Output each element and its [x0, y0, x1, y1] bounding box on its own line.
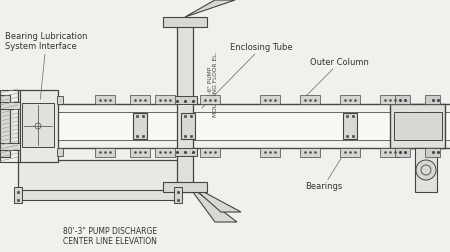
Bar	[380, 148, 400, 157]
Bar	[260, 148, 280, 157]
Bar	[130, 148, 150, 157]
Bar	[163, 182, 207, 192]
Circle shape	[416, 160, 436, 180]
Bar	[173, 96, 197, 104]
Bar	[177, 20, 193, 192]
Bar	[18, 160, 178, 192]
Bar	[390, 104, 445, 148]
Bar	[22, 103, 54, 147]
Text: Bearings: Bearings	[305, 154, 343, 191]
Bar	[340, 148, 360, 157]
Bar	[18, 190, 178, 200]
Polygon shape	[187, 184, 237, 222]
Bar	[0, 100, 10, 152]
Bar	[0, 100, 10, 152]
Bar	[0, 95, 10, 157]
Bar	[58, 104, 450, 148]
Bar	[155, 148, 175, 157]
Bar	[163, 17, 207, 27]
Bar	[300, 95, 320, 104]
Bar	[0, 102, 20, 109]
Bar	[181, 113, 195, 139]
Text: Outer Column: Outer Column	[302, 58, 369, 100]
Bar	[133, 113, 147, 139]
Bar	[95, 148, 115, 157]
Bar	[130, 95, 150, 104]
Bar	[57, 148, 63, 156]
Bar	[200, 95, 220, 104]
Bar	[174, 187, 182, 203]
Text: 77'-6" PUMP
MOUNTING FLOOR EL.: 77'-6" PUMP MOUNTING FLOOR EL.	[207, 52, 218, 117]
Bar	[260, 95, 280, 104]
Bar	[300, 148, 320, 157]
Polygon shape	[189, 184, 241, 212]
Text: CENTER LINE ELEVATION: CENTER LINE ELEVATION	[63, 237, 157, 246]
Bar	[343, 113, 357, 139]
Bar	[415, 148, 437, 192]
Bar	[380, 95, 400, 104]
Bar	[173, 148, 197, 156]
Text: 80'-3" PUMP DISCHARGE: 80'-3" PUMP DISCHARGE	[63, 228, 157, 236]
Bar	[57, 96, 63, 104]
Polygon shape	[185, 0, 235, 17]
Bar	[340, 95, 360, 104]
Text: Enclosing Tube: Enclosing Tube	[202, 43, 292, 108]
Bar	[200, 148, 220, 157]
Bar	[394, 112, 442, 140]
Bar	[425, 95, 440, 104]
Bar	[395, 148, 410, 157]
Bar	[18, 90, 58, 162]
Bar	[0, 90, 20, 162]
Bar	[58, 112, 450, 140]
Bar	[10, 105, 18, 147]
Bar	[95, 95, 115, 104]
Bar	[155, 95, 175, 104]
Bar	[14, 187, 22, 203]
Bar	[425, 148, 440, 157]
Bar	[0, 143, 20, 150]
Text: Bearing Lubrication
System Interface: Bearing Lubrication System Interface	[5, 32, 87, 99]
Bar	[395, 95, 410, 104]
